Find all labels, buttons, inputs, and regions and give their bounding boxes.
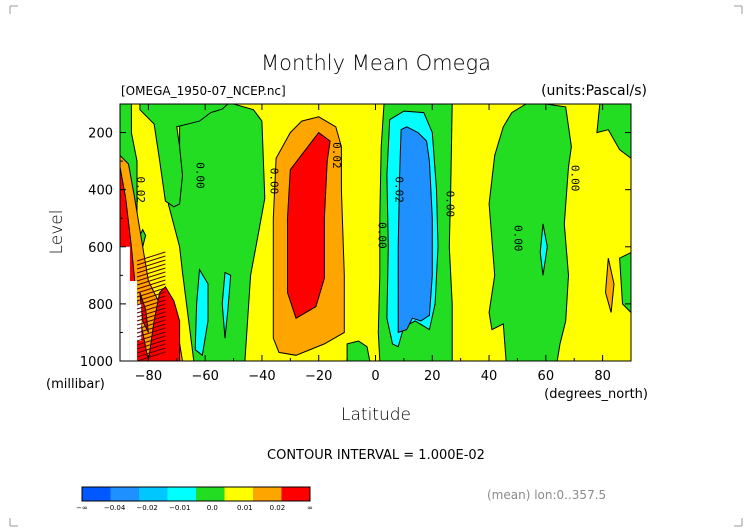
contour-label-3: 0.02	[330, 142, 343, 169]
contour-band-12	[539, 223, 548, 276]
colorbar-swatch-1	[110, 487, 139, 501]
x-axis-title: Latitude	[341, 405, 411, 425]
contour-label-1: 0.00	[194, 162, 207, 189]
y-tick-label-1: 400	[88, 184, 113, 199]
contour-band-10	[194, 268, 209, 357]
missing-data-1	[129, 281, 138, 361]
x-tick-label-0: −80	[135, 369, 162, 384]
contour-band-13	[397, 126, 433, 334]
mean-label: (mean) lon:0..357.5	[487, 488, 606, 502]
x-tick-label-7: 60	[538, 369, 555, 384]
y-tick-label-4: 1000	[80, 355, 113, 370]
colorbar-swatch-3	[167, 487, 196, 501]
corner-marks	[9, 5, 743, 527]
x-tick-label-2: −40	[248, 369, 275, 384]
x-tick-label-5: 20	[424, 369, 441, 384]
missing-data-2	[137, 303, 142, 342]
steep-gradient-hatching	[136, 251, 166, 361]
x-tick-label-1: −60	[191, 369, 218, 384]
contour-label-4: 0.00	[375, 222, 388, 249]
colorbar-label-7: ∞	[307, 504, 313, 512]
colorbar-label-3: −0.01	[169, 504, 190, 512]
contour-band-1	[139, 104, 229, 208]
colorbar-swatch-7	[281, 487, 310, 501]
contour-band-6	[619, 251, 631, 314]
y-axis-units: (millibar)	[46, 377, 105, 392]
x-tick-label-6: 40	[481, 369, 498, 384]
colorbar-label-1: −0.04	[104, 504, 126, 512]
contour-label-7: 0.00	[512, 225, 525, 252]
y-tick-label-0: 200	[88, 127, 113, 142]
colorbar-swatch-0	[82, 487, 111, 501]
colorbar-swatch-4	[196, 487, 225, 501]
colorbar-label-0: −∞	[76, 504, 88, 512]
contour-band-0	[167, 104, 266, 361]
chart-title: Monthly Mean Omega	[261, 51, 491, 75]
file-label: [OMEGA_1950-07_NCEP.nc]	[121, 84, 286, 98]
contour-field	[120, 104, 631, 361]
units-label: (units:Pascal/s)	[541, 83, 647, 99]
x-axis-units: (degrees_north)	[544, 387, 648, 402]
contour-band-17	[287, 131, 331, 319]
contour-label-6: 0.00	[443, 191, 456, 218]
contour-band-5	[596, 104, 631, 159]
colorbar-swatch-5	[224, 487, 253, 501]
contour-label-2: 0.00	[268, 168, 281, 195]
contour-label-0: 0.02	[134, 176, 147, 203]
colorbar-frame	[81, 486, 311, 502]
contour-band-4	[488, 104, 572, 361]
colorbar-label-2: −0.02	[136, 504, 157, 512]
colorbar-label-4: 0.0	[207, 504, 218, 512]
contour-label-8: 0.00	[568, 165, 581, 192]
x-tick-label-8: 80	[594, 369, 611, 384]
colorbar-label-5: 0.01	[237, 504, 253, 512]
contour-band-16	[604, 258, 615, 313]
y-tick-label-2: 600	[88, 241, 113, 256]
y-tick-label-3: 800	[88, 298, 113, 313]
colorbar-swatch-2	[139, 487, 168, 501]
colorbar-swatch-6	[253, 487, 282, 501]
contour-band-11	[221, 271, 232, 339]
colorbar-label-6: 0.02	[270, 504, 286, 512]
contour-label-5: 0.02	[392, 176, 405, 203]
y-axis-title: Level	[47, 210, 67, 255]
contour-interval-label: CONTOUR INTERVAL = 1.000E-02	[267, 448, 485, 463]
x-tick-label-3: −20	[305, 369, 332, 384]
x-tick-label-4: 0	[371, 369, 379, 384]
colorbar: −∞ −0.04 −0.02 −0.01 0.0 0.01 0.02 ∞	[76, 486, 313, 512]
